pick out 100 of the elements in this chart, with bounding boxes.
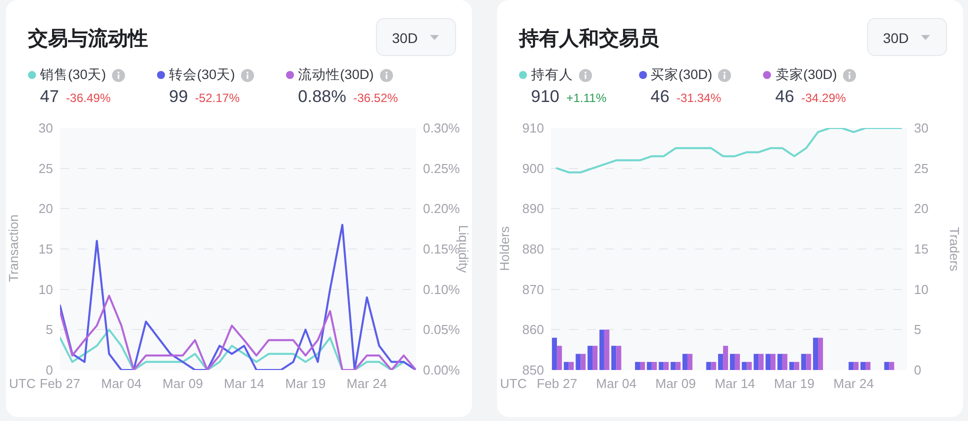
bar — [889, 362, 894, 370]
text: -52.17% — [194, 91, 240, 105]
bar — [616, 346, 622, 370]
legend-label: 流动性(30D) — [298, 66, 374, 84]
x-tick-label: Feb 27 — [40, 376, 80, 391]
y2-tick-label: 10 — [914, 282, 928, 297]
text: -34.29% — [801, 91, 846, 105]
bar — [754, 354, 759, 370]
y-tick-label: 910 — [522, 120, 544, 136]
bar — [711, 362, 716, 370]
bar — [723, 346, 728, 370]
bar — [576, 354, 581, 370]
bar — [777, 354, 782, 370]
line-series — [60, 224, 416, 370]
x-tick-label: Mar 04 — [596, 376, 637, 391]
bar — [682, 354, 688, 370]
legend-label: 转会(30天) — [169, 66, 236, 84]
bar — [580, 354, 586, 370]
bar — [789, 362, 794, 370]
bar — [568, 362, 574, 370]
bar — [552, 338, 557, 370]
legend-label: 买家(30D) — [650, 66, 712, 84]
bar — [806, 354, 812, 370]
bar — [730, 354, 735, 370]
x-tick-label: Mar 24 — [833, 376, 874, 391]
bar — [718, 354, 724, 370]
bar — [818, 338, 823, 370]
bar — [652, 362, 657, 370]
y-axis-title: Transaction — [6, 214, 21, 282]
line-series — [60, 294, 416, 370]
bar — [746, 362, 752, 370]
y2-tick-label: 5 — [914, 322, 922, 338]
x-tick-label: Mar 09 — [655, 376, 696, 391]
text: -36.49% — [66, 91, 111, 105]
bar — [706, 362, 712, 370]
y-tick-label: 20 — [38, 201, 53, 216]
bar — [646, 362, 652, 370]
x-axis-title: UTC — [9, 376, 36, 391]
bar — [599, 330, 604, 370]
y-tick-label: 860 — [522, 322, 544, 338]
bar — [865, 362, 870, 370]
x-tick-label: Mar 14 — [714, 376, 756, 391]
text: 46 — [775, 87, 794, 107]
bar — [860, 362, 866, 370]
x-tick-label: Mar 19 — [285, 376, 326, 391]
y-tick-label: 0 — [46, 362, 53, 378]
y2-tick-label: 0.05% — [423, 322, 460, 338]
legend-label: 销售(30天) — [40, 66, 106, 84]
legend-label: 持有人 — [531, 66, 573, 84]
bar — [794, 362, 800, 370]
text: 0.88% — [298, 87, 346, 107]
y-tick-label: 900 — [522, 160, 544, 176]
bar — [592, 346, 598, 370]
line-series — [556, 128, 902, 174]
y2-tick-label: 0.30% — [423, 120, 460, 136]
bar — [766, 354, 771, 370]
y-tick-label: 890 — [522, 201, 544, 216]
y2-tick-label: 15 — [914, 242, 928, 257]
bar — [640, 362, 645, 370]
y-tick-label: 5 — [46, 322, 53, 338]
legend-label: 卖家(30D) — [775, 66, 838, 84]
bar — [742, 362, 747, 370]
bar — [588, 346, 593, 370]
bar — [854, 362, 859, 370]
x-tick-label: Mar 04 — [101, 376, 142, 391]
text: 47 — [40, 87, 59, 107]
bar — [734, 354, 740, 370]
bar — [611, 346, 616, 370]
bar — [564, 362, 569, 370]
text: -31.34% — [676, 91, 722, 105]
y2-tick-label: 25 — [914, 160, 928, 176]
bar — [687, 354, 692, 370]
y2-tick-label: 20 — [914, 201, 928, 216]
dropdown[interactable]: 30D — [867, 18, 947, 56]
bar — [670, 362, 676, 370]
x-tick-label: Mar 14 — [224, 376, 264, 391]
dropdown[interactable]: 30D — [376, 18, 456, 56]
bar — [813, 338, 818, 370]
y-axis-title: Holders — [497, 226, 512, 271]
y2-tick-label: 0.00% — [423, 362, 460, 378]
y-tick-label: 850 — [522, 362, 544, 378]
x-tick-label: Mar 09 — [162, 376, 203, 391]
text: -36.52% — [353, 91, 398, 105]
text: +1.11% — [566, 91, 607, 105]
y-tick-label: 880 — [522, 242, 544, 257]
y2-tick-label: 0 — [914, 362, 922, 378]
text: 46 — [650, 87, 670, 107]
x-tick-label: Feb 27 — [536, 376, 578, 391]
bar — [770, 354, 776, 370]
bar — [604, 330, 610, 370]
bar — [676, 362, 681, 370]
y2-axis-title: Traders — [947, 227, 962, 272]
bar — [848, 362, 854, 370]
bar — [782, 354, 788, 370]
bar — [635, 362, 640, 370]
chart-title: 持有人和交易员 — [519, 26, 659, 52]
bar — [664, 362, 669, 370]
bar — [556, 346, 562, 370]
y-tick-label: 25 — [38, 160, 53, 176]
y-tick-label: 15 — [38, 242, 53, 257]
